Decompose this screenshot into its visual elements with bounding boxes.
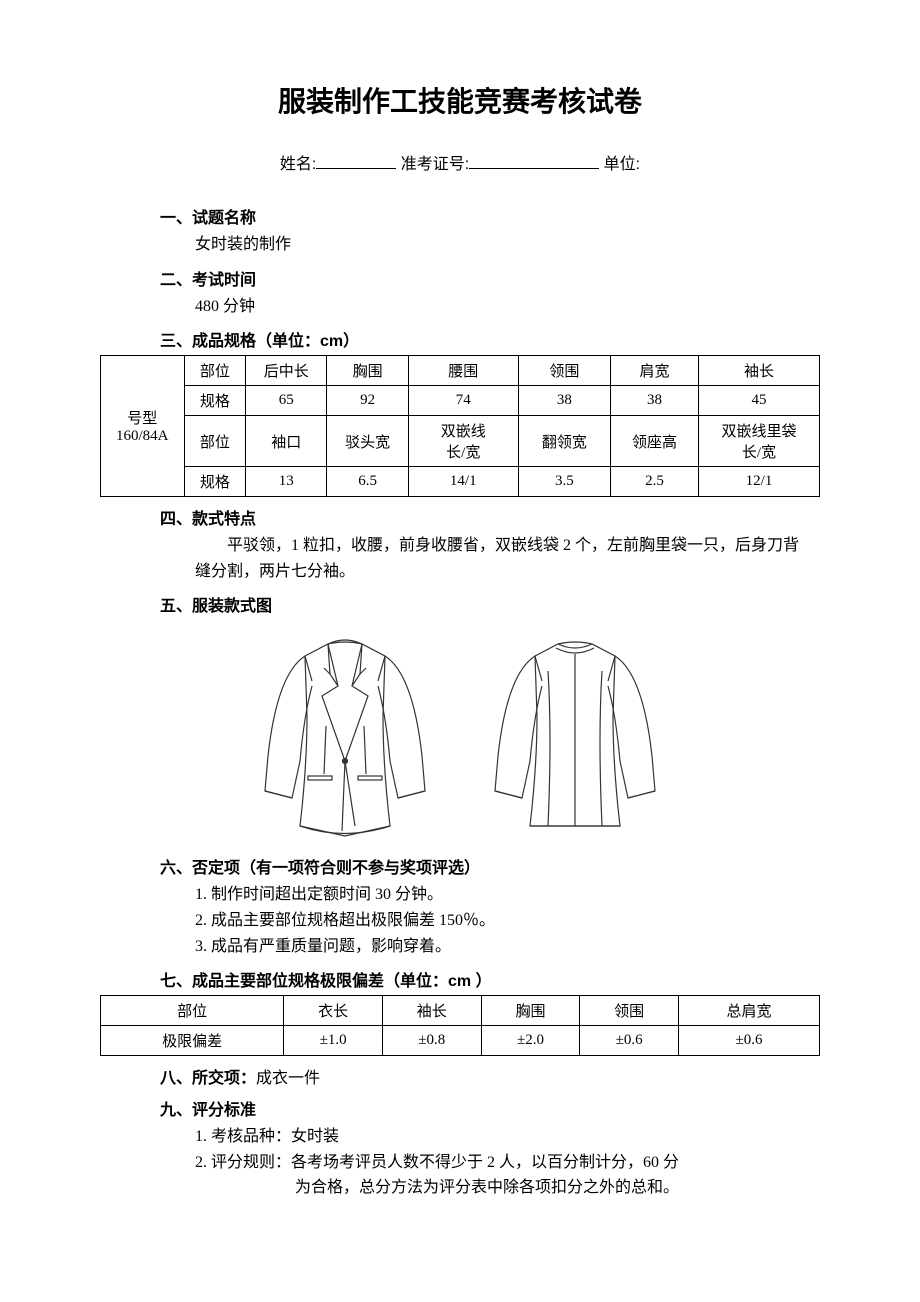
spec-cell: 腰围 xyxy=(408,356,518,386)
tol-cell: 部位 xyxy=(101,996,284,1026)
tol-cell: ±0.6 xyxy=(580,1026,679,1056)
spec-cell: 65 xyxy=(246,386,327,416)
spec-cell: 袖长 xyxy=(699,356,820,386)
spec-cell: 胸围 xyxy=(327,356,408,386)
section-3-heading: 三、成品规格（单位：cm） xyxy=(100,327,820,351)
spec-cell: 13 xyxy=(246,467,327,497)
spec-cell: 3.5 xyxy=(518,467,610,497)
spec-cell: 38 xyxy=(611,386,699,416)
spec-size-label: 号型 160/84A xyxy=(101,356,185,497)
spec-cell: 规格 xyxy=(184,386,246,416)
unit-label: 单位: xyxy=(604,156,640,173)
tol-cell: 极限偏差 xyxy=(101,1026,284,1056)
section-7-heading: 七、成品主要部位规格极限偏差（单位：cm ） xyxy=(100,967,820,991)
spec-table: 号型 160/84A 部位 后中长 胸围 腰围 领围 肩宽 袖长 规格 65 9… xyxy=(100,355,820,497)
section-9-item-1: 1. 考核品种：女时装 xyxy=(100,1124,820,1150)
section-1-body: 女时装的制作 xyxy=(100,232,820,258)
spec-cell: 双嵌线 长/宽 xyxy=(408,416,518,467)
spec-cell: 6.5 xyxy=(327,467,408,497)
section-9-heading: 九、评分标准 xyxy=(100,1096,820,1120)
section-1-heading: 一、试题名称 xyxy=(100,204,820,228)
tol-cell: 袖长 xyxy=(382,996,481,1026)
tol-cell: 领围 xyxy=(580,996,679,1026)
spec-cell: 12/1 xyxy=(699,467,820,497)
spec-cell: 14/1 xyxy=(408,467,518,497)
section-9-item-2: 2. 评分规则：各考场考评员人数不得少于 2 人，以百分制计分，60 分 xyxy=(100,1150,820,1176)
section-6-item-2: 2. 成品主要部位规格超出极限偏差 150％。 xyxy=(100,908,820,934)
section-6-item-1: 1. 制作时间超出定额时间 30 分钟。 xyxy=(100,882,820,908)
tol-cell: 总肩宽 xyxy=(679,996,820,1026)
spec-cell: 袖口 xyxy=(246,416,327,467)
sketch-row xyxy=(100,626,820,846)
spec-cell: 2.5 xyxy=(611,467,699,497)
spec-cell: 翻领宽 xyxy=(518,416,610,467)
spec-cell: 双嵌线里袋 长/宽 xyxy=(699,416,820,467)
name-blank xyxy=(316,151,396,169)
spec-cell: 部位 xyxy=(184,356,246,386)
spec-cell: 规格 xyxy=(184,467,246,497)
section-8-body: 成衣一件 xyxy=(256,1070,320,1087)
info-line: 姓名: 准考证号: 单位: xyxy=(100,150,820,174)
section-4-body: 平驳领，1 粒扣，收腰，前身收腰省，双嵌线袋 2 个，左前胸里袋一只，后身刀背缝… xyxy=(100,533,820,584)
tol-cell: ±1.0 xyxy=(284,1026,383,1056)
name-label: 姓名: xyxy=(280,156,316,173)
blazer-back-sketch xyxy=(480,626,670,846)
section-8-label: 八、所交项： xyxy=(160,1070,256,1087)
tolerance-table: 部位 衣长 袖长 胸围 领围 总肩宽 极限偏差 ±1.0 ±0.8 ±2.0 ±… xyxy=(100,995,820,1056)
section-6-item-3: 3. 成品有严重质量问题，影响穿着。 xyxy=(100,934,820,960)
spec-cell: 领围 xyxy=(518,356,610,386)
examno-label: 准考证号: xyxy=(401,156,469,173)
examno-blank xyxy=(469,151,599,169)
spec-cell: 驳头宽 xyxy=(327,416,408,467)
section-2-body: 480 分钟 xyxy=(100,294,820,320)
spec-cell: 74 xyxy=(408,386,518,416)
tol-cell: ±2.0 xyxy=(481,1026,580,1056)
blazer-front-sketch xyxy=(250,626,440,846)
tol-cell: ±0.6 xyxy=(679,1026,820,1056)
spec-cell: 后中长 xyxy=(246,356,327,386)
section-9-item-2-cont: 为合格，总分方法为评分表中除各项扣分之外的总和。 xyxy=(100,1175,820,1201)
spec-cell: 部位 xyxy=(184,416,246,467)
spec-cell: 38 xyxy=(518,386,610,416)
page-title: 服装制作工技能竞赛考核试卷 xyxy=(100,80,820,120)
spec-cell: 领座高 xyxy=(611,416,699,467)
spec-cell: 45 xyxy=(699,386,820,416)
section-2-heading: 二、考试时间 xyxy=(100,266,820,290)
spec-cell: 92 xyxy=(327,386,408,416)
tol-cell: 胸围 xyxy=(481,996,580,1026)
tol-cell: 衣长 xyxy=(284,996,383,1026)
section-5-heading: 五、服装款式图 xyxy=(100,592,820,616)
spec-cell: 肩宽 xyxy=(611,356,699,386)
section-4-heading: 四、款式特点 xyxy=(100,505,820,529)
tol-cell: ±0.8 xyxy=(382,1026,481,1056)
section-6-heading: 六、否定项（有一项符合则不参与奖项评选） xyxy=(100,854,820,878)
section-8-heading: 八、所交项：成衣一件 xyxy=(100,1064,820,1088)
